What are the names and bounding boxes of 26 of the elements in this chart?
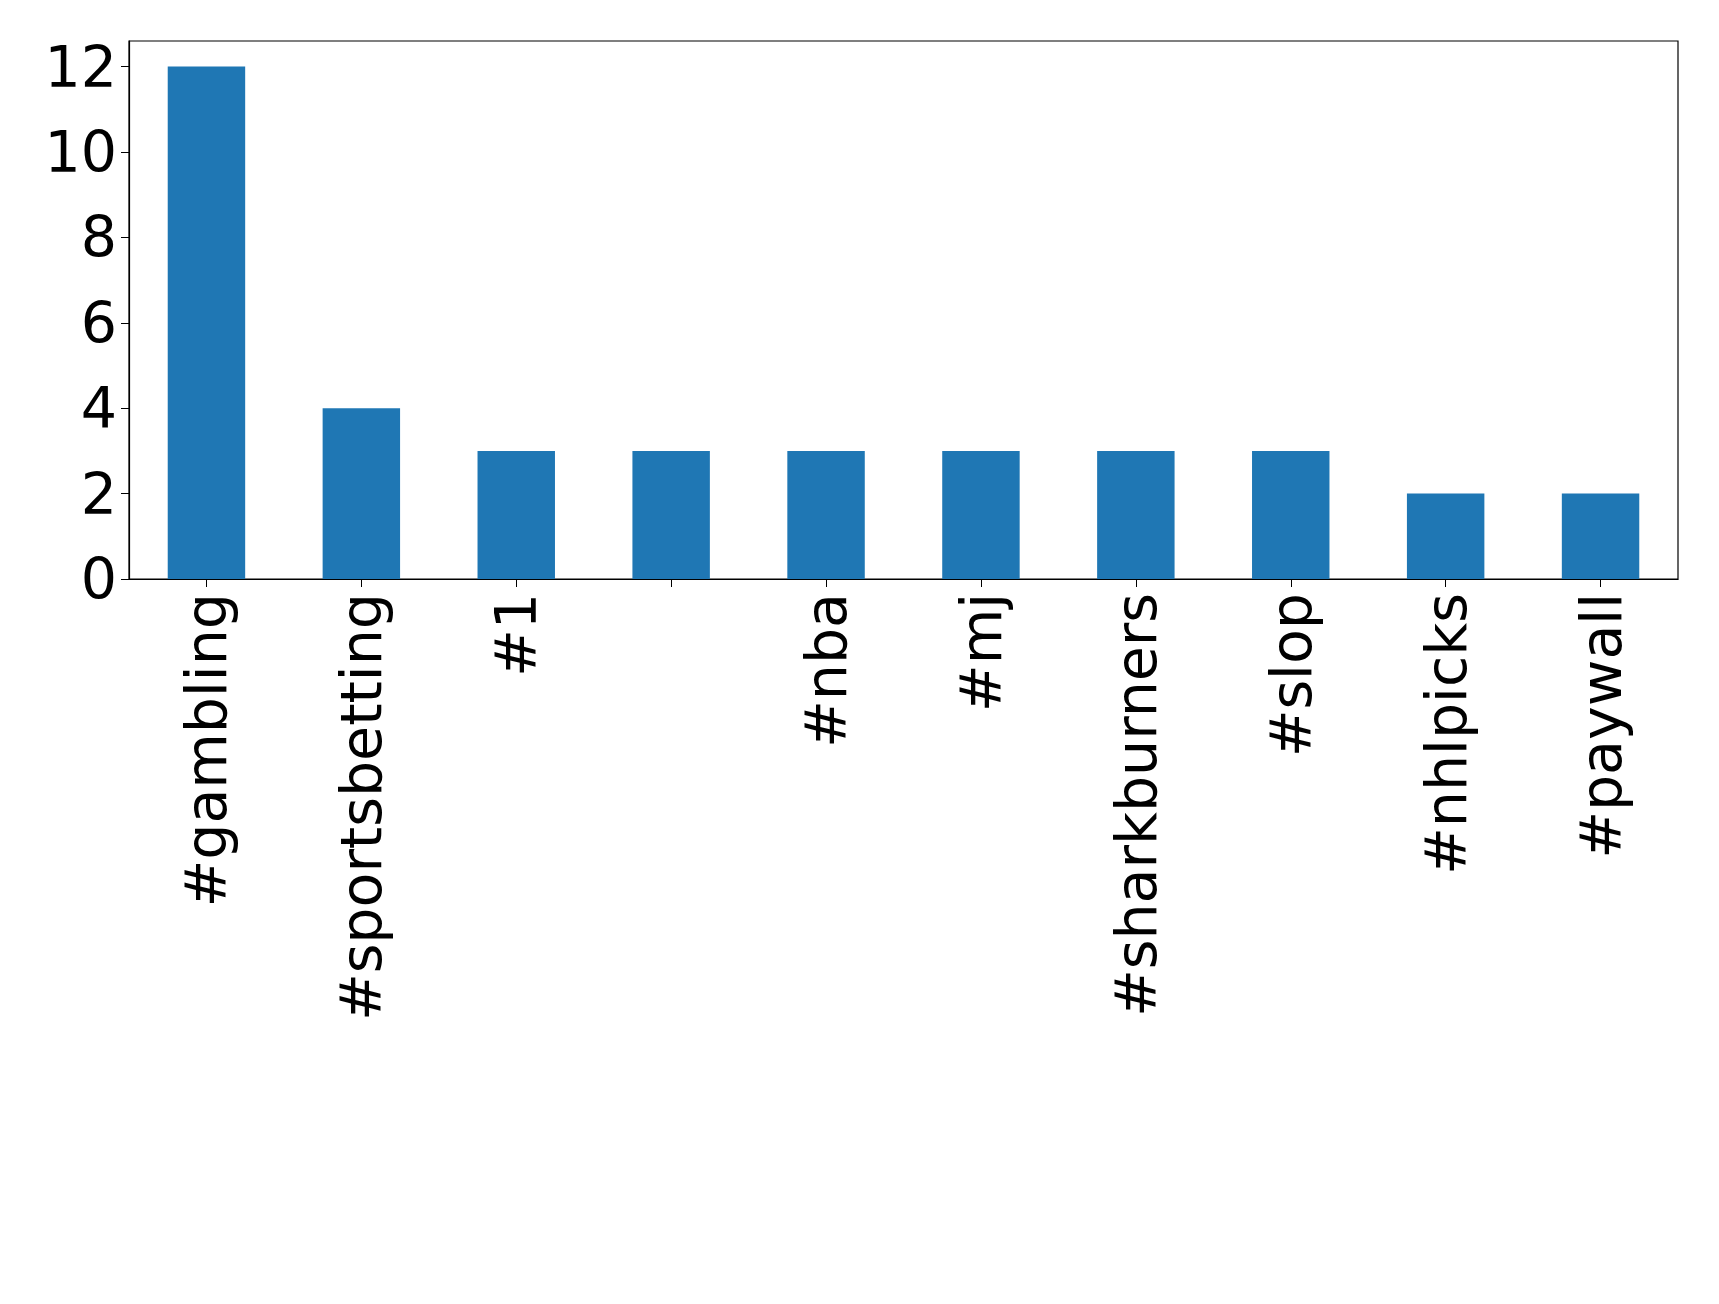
y-tick-label: 8 (80, 204, 117, 271)
bar (942, 450, 1020, 579)
x-tick-label: #paywall (1567, 593, 1634, 859)
y-tick-label: 0 (80, 546, 117, 612)
y-tick-label: 6 (80, 289, 117, 356)
x-tick-label: #gambling (173, 593, 240, 908)
bar (322, 408, 401, 579)
bar (1097, 450, 1175, 579)
x-tick-label: #mj (947, 593, 1014, 713)
x-tick-label: #nba (793, 593, 860, 748)
y-tick-label: 12 (44, 33, 117, 100)
bar (477, 450, 555, 579)
bar (167, 66, 246, 579)
y-tick-label: 4 (80, 375, 117, 442)
bar (632, 450, 710, 579)
bar (1252, 450, 1330, 579)
bar (1561, 493, 1640, 579)
y-tick-label: 10 (44, 119, 117, 186)
x-tick-label: #sportsbetting (328, 593, 395, 1022)
bar (1406, 493, 1485, 579)
x-tick-label: #1 (483, 593, 550, 678)
x-tick-label: #slop (1257, 593, 1324, 758)
x-tick-label: #sharkburners (1102, 593, 1169, 1018)
bar (787, 450, 865, 579)
x-tick-label: #nhlpicks (1412, 593, 1479, 875)
y-tick-label: 2 (80, 460, 117, 527)
